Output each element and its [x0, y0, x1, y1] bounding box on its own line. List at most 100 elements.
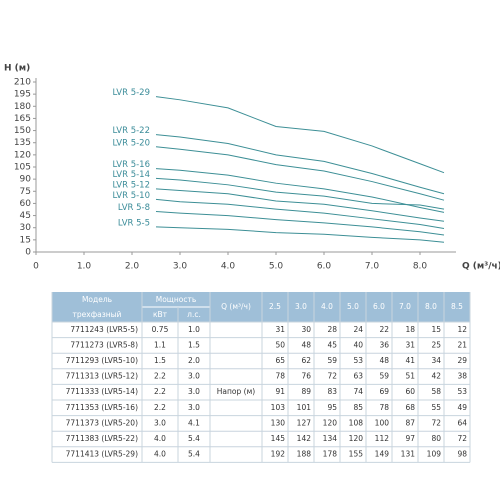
y-tick-label: 60: [20, 199, 32, 209]
curve: [155, 146, 445, 201]
kw-cell: 3.0: [154, 418, 166, 427]
x-tick-label: 5.0: [269, 262, 284, 272]
head-cell: 15: [431, 325, 441, 334]
curve-label: LVR 5-12: [112, 180, 150, 190]
head-cell: 51: [405, 372, 415, 381]
header-cell: 2.5: [269, 302, 281, 311]
head-cell: 18: [405, 325, 415, 334]
curve: [155, 198, 445, 230]
model-cell: 7711373 (LVR5-20): [66, 418, 138, 427]
model-cell: 7711333 (LVR5-14): [66, 387, 138, 396]
curve-label: LVR 5-29: [112, 88, 150, 98]
head-cell: 59: [379, 372, 389, 381]
y-tick-label: 165: [14, 114, 31, 124]
head-cell: 74: [353, 387, 363, 396]
kw-cell: 0.75: [152, 325, 169, 334]
head-cell: 45: [327, 340, 337, 349]
curve: [155, 226, 445, 243]
head-cell: 55: [431, 403, 441, 412]
kw-cell: 2.2: [154, 387, 166, 396]
head-cell: 109: [427, 450, 442, 459]
head-cell: 112: [375, 434, 390, 443]
y-tick-label: 120: [14, 150, 31, 160]
head-cell: 31: [405, 340, 415, 349]
header-cell: 4.0: [321, 302, 333, 311]
head-cell: 48: [301, 340, 311, 349]
x-tick-label: 3.0: [173, 262, 188, 272]
head-cell: 108: [349, 418, 364, 427]
head-cell: 21: [457, 340, 467, 349]
head-cell: 41: [405, 356, 415, 365]
head-cell: 78: [379, 403, 389, 412]
curve-label: LVR 5-20: [112, 138, 150, 148]
head-cell: 131: [401, 450, 416, 459]
head-cell: 62: [301, 356, 311, 365]
kw-cell: 2.2: [154, 403, 166, 412]
head-cell: 120: [349, 434, 364, 443]
kw-cell: 2.2: [154, 372, 166, 381]
x-tick-label: 8.0: [413, 262, 428, 272]
head-cell: 31: [275, 325, 285, 334]
header-cell: Q (м³/ч): [221, 302, 251, 311]
curve: [155, 188, 445, 222]
y-tick-label: 210: [14, 78, 31, 88]
x-tick-label: 1.0: [77, 262, 92, 272]
head-cell: 24: [353, 325, 363, 334]
hp-cell: 5.4: [188, 450, 200, 459]
model-cell: 7711293 (LVR5-10): [66, 356, 138, 365]
header-cell: л.с.: [187, 310, 201, 319]
y-tick-label: 75: [20, 187, 31, 197]
head-cell: 85: [353, 403, 363, 412]
head-cell: 42: [431, 372, 441, 381]
header-cell: 8.5: [451, 302, 463, 311]
y-tick-label: 195: [14, 90, 31, 100]
head-cell: 30: [301, 325, 311, 334]
table: Модель трехфазный Мощность кВт л.с. Q (м³/ч) 2…: [51, 292, 471, 463]
hp-cell: 5.4: [188, 434, 200, 443]
head-cell: 192: [271, 450, 286, 459]
head-cell: 48: [379, 356, 389, 365]
curve-label: LVR 5-8: [118, 203, 150, 213]
kw-cell: 1.5: [154, 356, 166, 365]
x-tick-label: 4.0: [221, 262, 236, 272]
head-cell: 64: [457, 418, 467, 427]
x-tick-label: 0: [33, 262, 39, 272]
head-label: Напор (м): [217, 387, 255, 396]
curve: [155, 96, 445, 174]
header-cell: Мощность: [156, 295, 197, 304]
header-cell: 8.0: [425, 302, 437, 311]
head-cell: 29: [457, 356, 467, 365]
x-tick-label: 7.0: [365, 262, 380, 272]
head-cell: 78: [275, 372, 285, 381]
y-tick-label: 45: [20, 211, 31, 221]
y-tick-label: 30: [20, 223, 32, 233]
head-cell: 89: [301, 387, 311, 396]
head-cell: 95: [327, 403, 337, 412]
head-cell: 58: [431, 387, 441, 396]
head-cell: 72: [431, 418, 441, 427]
head-cell: 53: [353, 356, 363, 365]
head-cell: 87: [405, 418, 415, 427]
head-cell: 149: [375, 450, 390, 459]
hp-cell: 3.0: [188, 387, 200, 396]
head-cell: 65: [275, 356, 285, 365]
kw-cell: 4.0: [154, 434, 166, 443]
y-tick-label: 135: [14, 138, 31, 148]
model-cell: 7711413 (LVR5-29): [66, 450, 138, 459]
head-cell: 130: [271, 418, 286, 427]
head-cell: 12: [457, 325, 467, 334]
head-cell: 145: [271, 434, 286, 443]
head-cell: 28: [327, 325, 337, 334]
head-cell: 127: [297, 418, 312, 427]
head-cell: 38: [457, 372, 467, 381]
kw-cell: 4.0: [154, 450, 166, 459]
header-cell: трехфазный: [73, 310, 122, 319]
head-cell: 83: [327, 387, 337, 396]
y-tick-label: 180: [14, 102, 31, 112]
x-axis-label: Q (м³/ч): [462, 262, 500, 272]
head-cell: 120: [323, 418, 338, 427]
curve-label: LVR 5-14: [112, 170, 150, 180]
x-tick-label: 2.0: [125, 262, 140, 272]
head-cell: 68: [405, 403, 415, 412]
